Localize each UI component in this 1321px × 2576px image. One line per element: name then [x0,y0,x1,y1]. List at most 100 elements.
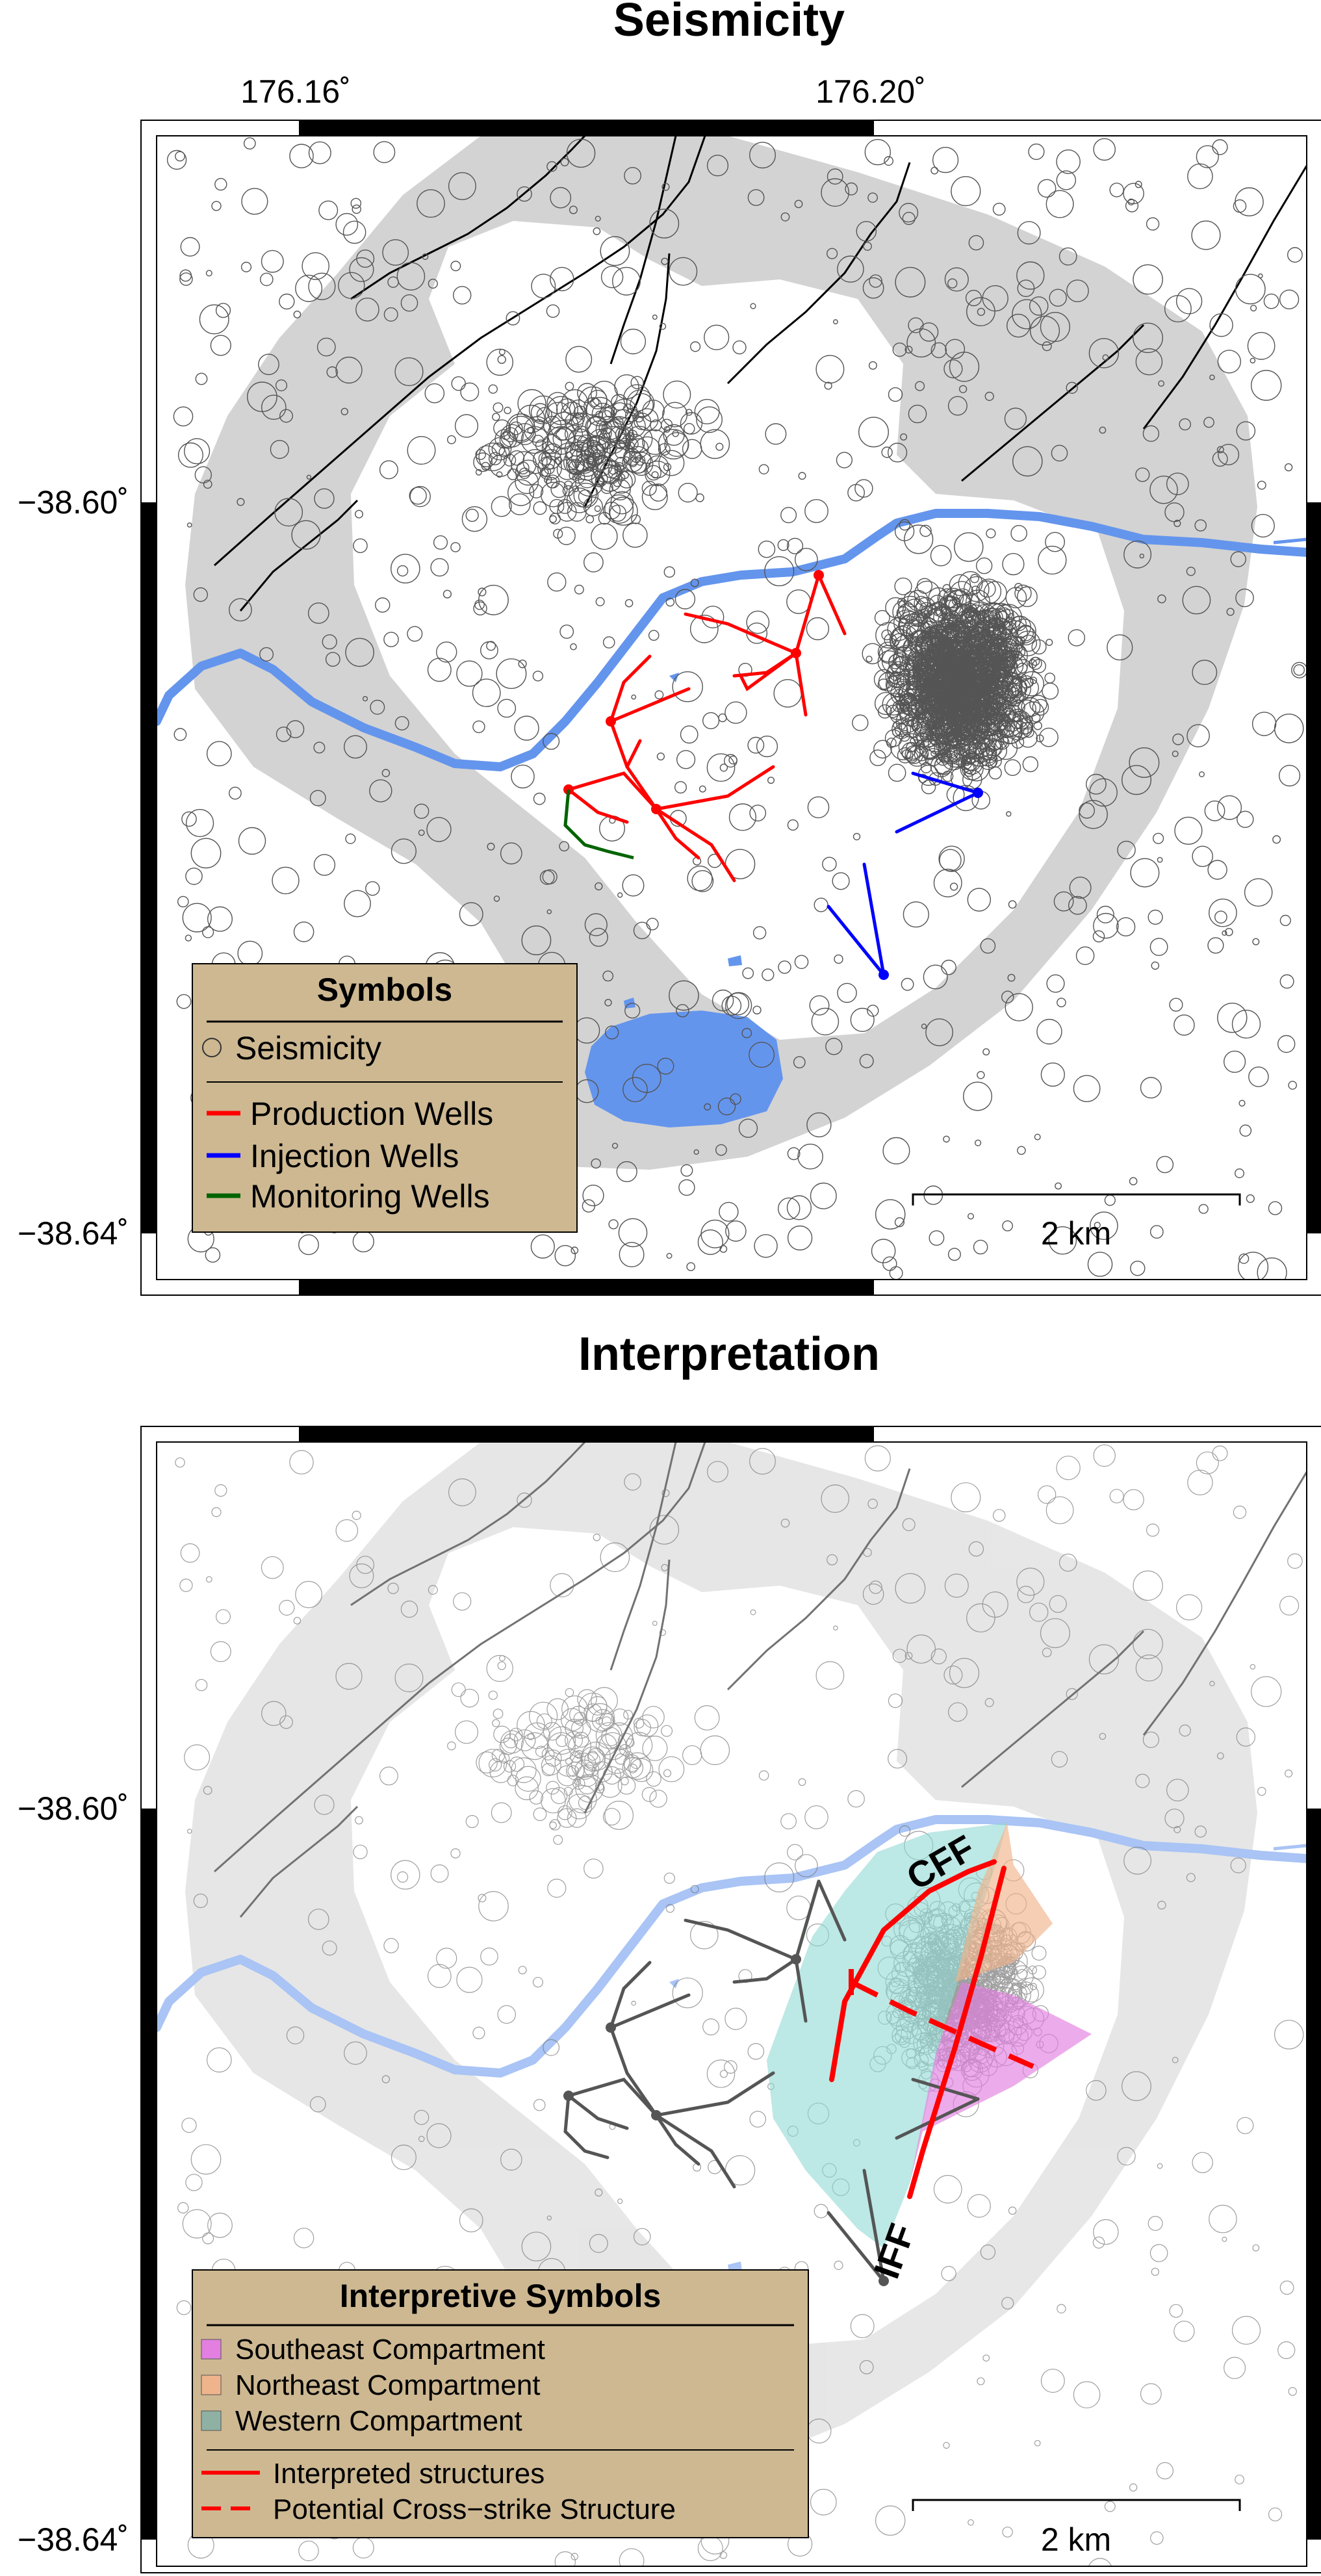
seismic-event [741,1027,752,1038]
seismic-event [885,597,906,619]
map-frame [140,120,1321,1296]
seismic-event [500,842,522,865]
seismic-event [936,645,945,655]
seismic-event [971,586,980,595]
seismic-event [678,482,698,503]
seismic-event [1225,927,1233,936]
seismic-event [881,446,893,458]
seismic-event [804,499,828,523]
seismic-event [527,427,535,434]
seismic-event [541,456,556,470]
seismic-event [821,178,850,207]
seismic-event [979,704,995,720]
seismic-event [652,1621,658,1626]
seismic-event [604,1747,630,1774]
seismic-event [1073,1075,1101,1103]
wells-gray [563,1879,980,2283]
seismic-event [624,1003,641,1019]
seismic-event [186,1829,192,1834]
seismic-event [381,2075,391,2083]
seismic-event [595,882,603,891]
seismic-event [624,1473,641,1491]
seismic-event [1192,2152,1213,2174]
seismic-event [611,1708,629,1726]
seismic-event [340,407,348,415]
seismic-event [1133,1629,1163,1660]
x-tick-label: 176.16˚ [240,73,351,110]
seismic-event [827,1554,838,1565]
seismic-event [934,757,951,775]
seismic-event [1236,421,1256,441]
seismic-event [584,552,604,573]
seismic-event [507,469,519,480]
seismic-event [949,1658,980,1688]
seismic-event [414,803,430,819]
seismic-event [936,604,951,619]
seismic-event [316,337,336,357]
seismic-event [381,769,391,777]
seismic-event [852,714,869,731]
seismic-event [832,872,850,890]
seismic-event [387,1582,399,1594]
seismic-event [335,1519,359,1542]
seismic-event [666,1252,673,1259]
seismic-event [602,1716,612,1727]
seismic-event [1235,588,1254,608]
seismic-event [554,2551,576,2566]
seismic-event [942,658,964,679]
seismic-event [216,1609,231,1625]
legend-item-label: Interpreted structures [273,2458,545,2490]
seismic-event [902,1518,916,1532]
seismic-event [950,693,970,713]
seismic-event [591,402,614,425]
western-compartment [767,1823,1007,2248]
seismic-event [762,968,775,981]
seismic-event [593,227,601,235]
seismic-event [580,440,606,466]
seismic-event [517,1492,532,1508]
seismic-event [704,324,730,350]
seismic-event [426,2123,452,2148]
seismic-event [344,2041,367,2065]
seismic-event [882,1256,897,1271]
seismic-event [1088,1644,1120,1675]
seismic-event [856,221,877,242]
seismic-event [1024,678,1034,688]
seismic-event [869,749,886,766]
seismic-event [569,1705,587,1724]
seismic-event [1123,1846,1151,1875]
seismic-event [400,294,418,312]
seismic-event [704,1103,712,1111]
seismic-event [391,1860,420,1890]
seismic-event [289,144,314,168]
seismic-event [293,1617,301,1625]
seismic-event [969,682,981,693]
seismic-event [1029,676,1038,684]
seismic-event [503,1760,517,1773]
seismic-event [1149,2244,1168,2262]
seismic-event [291,520,321,550]
seismic-event [1017,279,1035,297]
seismic-event [582,1184,604,1207]
seismic-event [318,200,339,220]
seismic-event [1172,733,1185,745]
seismic-event [942,664,962,684]
seismic-event [754,1234,778,1258]
seismic-event [980,938,996,954]
seismic-event [295,274,323,302]
seismic-event [951,1482,981,1513]
seismic-event [975,557,993,574]
seismic-event [1116,917,1136,936]
southeast-swatch-icon [201,2339,222,2360]
seismic-event [938,749,953,764]
seismic-event [521,925,552,955]
seismic-event [394,715,409,730]
seismic-event [584,1752,601,1769]
seismic-event [349,257,374,282]
seismic-event [270,439,289,459]
seismic-event [689,341,701,352]
seismic-event [661,1564,669,1571]
seismic-event [660,419,673,431]
seismic-event [977,757,984,765]
seismic-event [1057,998,1066,1007]
